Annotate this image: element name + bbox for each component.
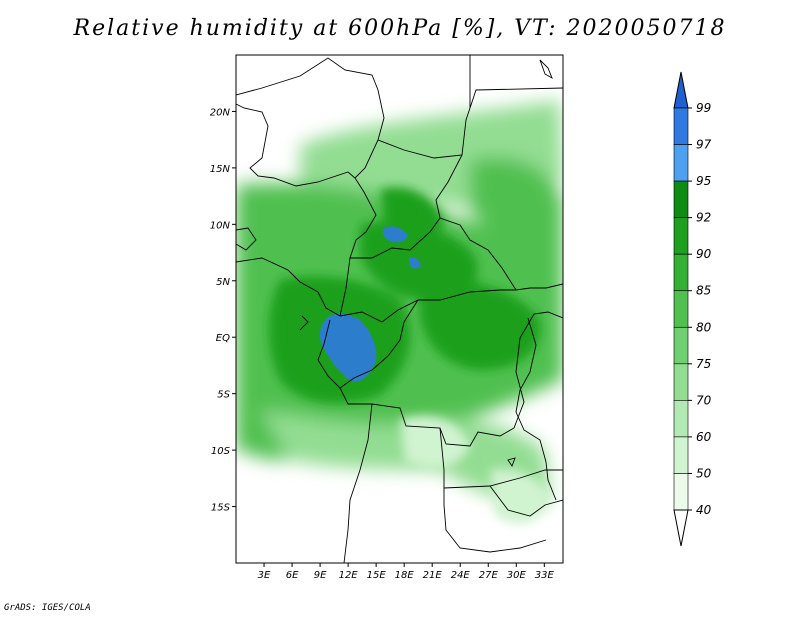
lon-tick-label: 6E — [286, 570, 299, 581]
colorbar-label: 60 — [696, 430, 712, 444]
colorbar-top-arrow — [673, 71, 689, 109]
colorbar: 99 97 95 92 90 85 80 75 70 60 50 40 — [673, 71, 712, 547]
colorbar-bottom-arrow — [673, 509, 689, 547]
colorbar-label: 50 — [696, 466, 712, 480]
lon-tick-label: 18E — [395, 570, 415, 581]
colorbar-segment — [673, 107, 689, 145]
grads-credit: GrADS: IGES/COLA — [4, 603, 91, 613]
colorbar-segment — [673, 400, 689, 438]
very-humid-core-east — [420, 279, 541, 370]
saturated-area-cameroon — [382, 226, 408, 243]
colorbar-label: 85 — [696, 284, 711, 298]
lat-tick-label: 20N — [210, 107, 231, 118]
lon-tick-label: 12E — [339, 570, 359, 581]
map-title: Relative humidity at 600hPa [%], VT: 202… — [73, 16, 727, 41]
lon-tick-label: 15E — [367, 570, 387, 581]
colorbar-label: 99 — [696, 101, 711, 115]
colorbar-segment — [673, 363, 689, 401]
colorbar-segment — [673, 326, 689, 365]
humid-cells-north — [380, 187, 445, 237]
colorbar-segment — [673, 436, 689, 474]
colorbar-label: 90 — [696, 247, 712, 261]
lon-tick-label: 30E — [507, 570, 527, 581]
colorbar-segment — [673, 217, 689, 255]
lat-tick-label: 15S — [211, 503, 231, 514]
moist-region-east — [470, 157, 563, 280]
colorbar-segment — [673, 290, 689, 328]
lat-tick-label: 5S — [217, 390, 230, 401]
saturated-area-car — [409, 257, 421, 269]
longitude-axis: 3E 6E 9E 12E 15E 18E 21E 24E 27E 30E 33E — [258, 563, 555, 581]
humidity-field — [236, 100, 563, 524]
colorbar-segment — [673, 253, 689, 292]
colorbar-label: 95 — [696, 174, 711, 188]
lat-tick-label: 15N — [210, 164, 231, 175]
lat-tick-label: 10S — [211, 446, 231, 457]
lon-tick-label: 3E — [258, 570, 271, 581]
lat-tick-label: 5N — [216, 277, 230, 288]
map-frame — [235, 54, 564, 564]
dry-patch-far-southeast — [490, 469, 550, 524]
lat-tick-label: 10N — [210, 220, 231, 231]
colorbar-label: 70 — [696, 393, 712, 407]
colorbar-segment — [673, 180, 689, 218]
saturated-area-gabon — [319, 313, 377, 382]
colorbar-label: 92 — [696, 211, 711, 225]
colorbar-segment — [673, 144, 689, 182]
lon-tick-label: 21E — [423, 570, 443, 581]
colorbar-label: 75 — [696, 357, 711, 371]
colorbar-label: 80 — [696, 320, 712, 334]
country-borders — [236, 55, 563, 563]
colorbar-segment — [673, 473, 689, 511]
colorbar-label: 40 — [696, 503, 712, 517]
dry-patch-southeast — [400, 416, 470, 469]
lon-tick-label: 9E — [314, 570, 327, 581]
lon-tick-label: 33E — [535, 570, 555, 581]
colorbar-label: 97 — [696, 138, 712, 152]
lat-tick-label: EQ — [216, 333, 230, 344]
lon-tick-label: 24E — [451, 570, 471, 581]
latitude-axis: 20N 15N 10N 5N EQ 5S 10S 15S — [210, 107, 236, 514]
lon-tick-label: 27E — [479, 570, 499, 581]
